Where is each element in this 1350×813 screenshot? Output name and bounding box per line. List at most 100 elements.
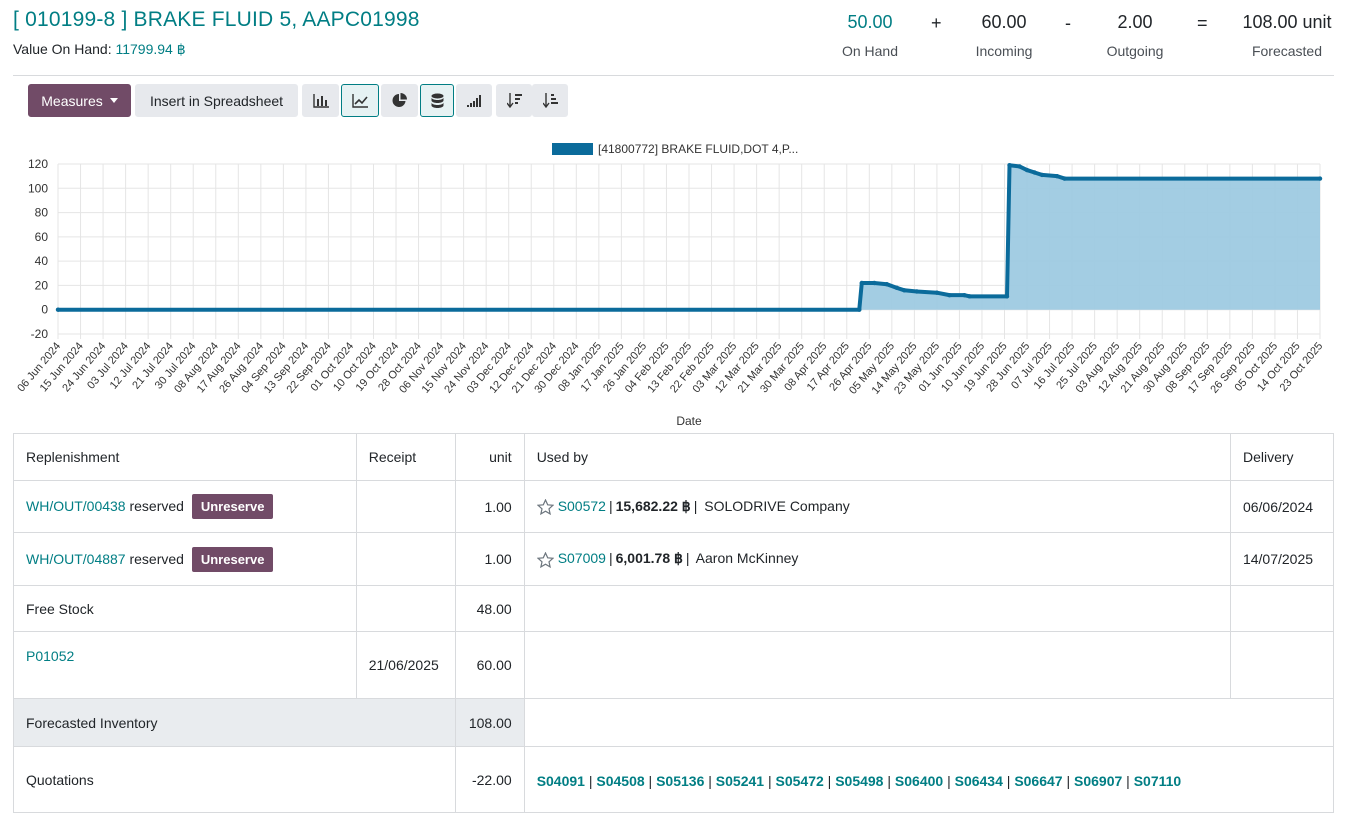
- separator: |: [1002, 773, 1015, 789]
- table-header-row: Replenishment Receipt unit Used by Deliv…: [13, 433, 1335, 481]
- forecasted-inventory-label: Forecasted Inventory: [13, 698, 456, 747]
- legend-label: [41800772] BRAKE FLUID,DOT 4,P...: [598, 142, 798, 156]
- quotation-link[interactable]: S06647: [1014, 773, 1063, 789]
- data-point: [962, 292, 967, 298]
- cumulative-button[interactable]: [456, 84, 492, 117]
- y-tick-label: 40: [35, 254, 49, 268]
- unreserve-button[interactable]: Unreserve: [191, 494, 274, 519]
- quotation-link[interactable]: S05498: [835, 773, 884, 789]
- unit-cell: 1.00: [454, 532, 525, 586]
- free-stock-value: 48.00: [454, 585, 525, 632]
- order-amount: 15,682.22 ฿: [615, 497, 691, 514]
- y-tick-label: 0: [41, 303, 48, 317]
- value-on-hand-amount: 11799.94 ฿: [115, 41, 186, 57]
- table-row: WH/OUT/00438 reserved Unreserve 1.00 S00…: [13, 480, 1335, 533]
- purchase-cell: P01052: [13, 631, 357, 699]
- order-amount: 6,001.78 ฿: [615, 550, 683, 567]
- purchase-row: P01052 21/06/2025 60.00: [13, 631, 1335, 699]
- line-chart-button[interactable]: [341, 84, 379, 117]
- replenishment-table: Replenishment Receipt unit Used by Deliv…: [13, 433, 1335, 813]
- sort-ascending-icon: [542, 93, 558, 108]
- pie-chart-button[interactable]: [381, 84, 418, 117]
- customer-name: Aaron McKinney: [695, 550, 799, 567]
- sale-order-link[interactable]: S07009: [557, 550, 606, 567]
- sort-descending-icon: [506, 93, 522, 108]
- forecasted-inventory-row: Forecasted Inventory 108.00: [13, 698, 1335, 747]
- data-point: [934, 290, 940, 295]
- plus-sign: +: [931, 13, 942, 33]
- incoming-value: 60.00: [981, 12, 1027, 32]
- stat-incoming: 60.00 Incoming: [963, 12, 1045, 59]
- quotation-link[interactable]: S04508: [596, 773, 645, 789]
- page-title: [ 010199-8 ] BRAKE FLUID 5, AAPC01998: [13, 8, 420, 31]
- picking-link[interactable]: WH/OUT/00438: [26, 498, 126, 514]
- y-tick-label: 120: [28, 157, 48, 171]
- incoming-label: Incoming: [975, 43, 1033, 59]
- quotation-link[interactable]: S06400: [894, 773, 944, 789]
- purchase-unit: 60.00: [454, 631, 525, 699]
- data-point: [1024, 167, 1030, 173]
- receipt-cell: [355, 480, 456, 533]
- data-point: [902, 288, 907, 293]
- report-header: [ 010199-8 ] BRAKE FLUID 5, AAPC01998 Va…: [0, 0, 1350, 76]
- on-hand-value: 50.00: [847, 12, 893, 32]
- quotation-link[interactable]: S05472: [775, 773, 824, 789]
- data-point: [1054, 173, 1060, 179]
- quotation-link[interactable]: S07110: [1133, 773, 1182, 789]
- delivery-cell: 14/07/2025: [1229, 532, 1335, 586]
- quotations-links: S04091 | S04508 | S05136 | S05241 | S054…: [523, 746, 1335, 813]
- col-header-replenishment: Replenishment: [13, 433, 357, 481]
- col-header-unit: unit: [454, 433, 525, 481]
- data-point: [1062, 176, 1067, 181]
- col-header-receipt: Receipt: [355, 433, 456, 481]
- data-point: [914, 289, 920, 294]
- pie-chart-icon: [392, 93, 407, 107]
- quotation-link[interactable]: S06434: [954, 773, 1003, 789]
- sort-descending-button[interactable]: [496, 84, 532, 117]
- cumulative-icon: [467, 94, 481, 107]
- quotations-label: Quotations: [13, 746, 456, 813]
- separator: |: [704, 773, 716, 789]
- separator: |: [823, 773, 836, 789]
- sort-ascending-button[interactable]: [532, 84, 568, 117]
- reservation-state: reserved: [129, 498, 184, 514]
- table-row: WH/OUT/04887 reserved Unreserve 1.00 S07…: [13, 532, 1335, 586]
- customer-name: SOLODRIVE Company: [704, 497, 850, 514]
- picking-link[interactable]: WH/OUT/04887: [26, 550, 126, 567]
- stat-forecasted: 108.00 unit Forecasted: [1236, 12, 1338, 59]
- data-point: [1017, 164, 1022, 169]
- data-point: [857, 307, 862, 312]
- data-point: [55, 307, 61, 312]
- insert-in-spreadsheet-button[interactable]: Insert in Spreadsheet: [135, 84, 298, 117]
- data-point: [884, 282, 890, 287]
- separator: |: [764, 773, 776, 789]
- measures-button[interactable]: Measures: [28, 84, 131, 117]
- unreserve-button[interactable]: Unreserve: [191, 546, 274, 572]
- separator: |: [644, 773, 657, 789]
- bar-chart-button[interactable]: [302, 84, 339, 117]
- col-header-delivery: Delivery: [1229, 433, 1335, 481]
- data-point: [1039, 172, 1045, 178]
- quotation-link[interactable]: S05241: [715, 773, 765, 789]
- sale-order-link[interactable]: S00572: [557, 497, 606, 514]
- star-icon[interactable]: [536, 551, 554, 568]
- quotation-link[interactable]: S06907: [1074, 773, 1123, 789]
- free-stock-label: Free Stock: [13, 585, 357, 632]
- stat-on-hand[interactable]: 50.00 On Hand: [830, 12, 910, 59]
- separator: |: [584, 773, 597, 789]
- value-on-hand-label: Value On Hand:: [13, 41, 112, 57]
- stacked-button[interactable]: [420, 84, 454, 117]
- star-icon[interactable]: [536, 499, 554, 516]
- receipt-date: 21/06/2025: [355, 631, 456, 699]
- purchase-order-link[interactable]: P01052: [26, 648, 75, 664]
- caret-down-icon: [109, 98, 118, 103]
- line-chart-icon: [352, 93, 368, 108]
- quotation-link[interactable]: S04091: [536, 773, 585, 789]
- quotation-link[interactable]: S05136: [656, 773, 705, 789]
- forecasted-inventory-value: 108.00: [454, 698, 525, 747]
- outgoing-label: Outgoing: [1106, 43, 1164, 59]
- y-tick-label: -20: [31, 327, 49, 341]
- x-axis-label: Date: [676, 414, 702, 428]
- forecasted-label: Forecasted: [1251, 43, 1323, 59]
- stat-outgoing: 2.00 Outgoing: [1095, 12, 1175, 59]
